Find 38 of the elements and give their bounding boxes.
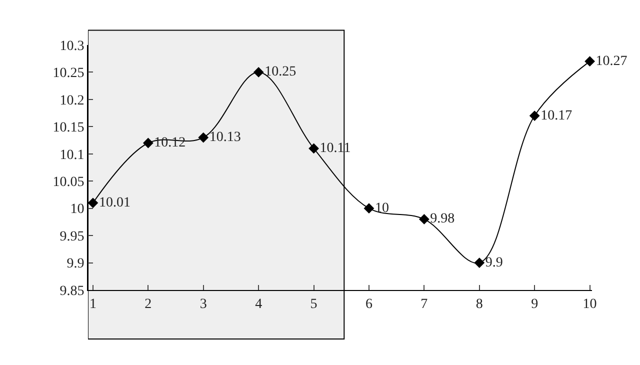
x-tick-label: 1	[89, 296, 96, 312]
point	[474, 258, 485, 268]
point	[418, 214, 430, 224]
data-label: 10	[374, 200, 389, 216]
data-label: 10.01	[98, 195, 130, 210]
y-tick-label: 10.1	[60, 148, 84, 163]
point	[142, 138, 154, 148]
point	[88, 198, 98, 208]
data-label: 10.13	[209, 130, 241, 146]
point	[364, 203, 374, 214]
point	[584, 56, 595, 67]
x-tick-label: 7	[420, 296, 428, 312]
y-tick-label: 10.2	[60, 93, 84, 108]
data-label: 10.25	[264, 64, 296, 80]
y-tick-label: 9.9	[66, 256, 84, 272]
x-tick-label: 6	[365, 296, 372, 312]
data-label: 10.27	[596, 54, 628, 69]
y-tick-label: 10.05	[52, 175, 84, 190]
x-tick-label: 4	[255, 296, 262, 312]
y-tick-label: 9.85	[60, 284, 84, 299]
data-label: 10.17	[540, 108, 572, 124]
data-label: 9.98	[430, 212, 455, 227]
data-label: 9.9	[485, 255, 503, 270]
x-tick-label: 5	[310, 296, 318, 312]
point	[253, 67, 264, 78]
point	[308, 143, 319, 154]
x-tick-label: 8	[476, 296, 483, 312]
point	[198, 132, 209, 143]
x-tick-label: 10	[582, 296, 597, 312]
x-tick-label: 2	[144, 296, 152, 312]
x-tick-label: 3	[200, 296, 207, 312]
y-tick-label: 10.15	[52, 120, 84, 136]
point	[529, 110, 540, 121]
y-tick-label: 9.95	[60, 229, 84, 244]
x-tick-label: 9	[531, 296, 538, 312]
y-tick-label: 10	[70, 202, 84, 218]
y-tick-label: 10.25	[52, 66, 84, 82]
y-tick-label: 10.3	[60, 38, 84, 54]
